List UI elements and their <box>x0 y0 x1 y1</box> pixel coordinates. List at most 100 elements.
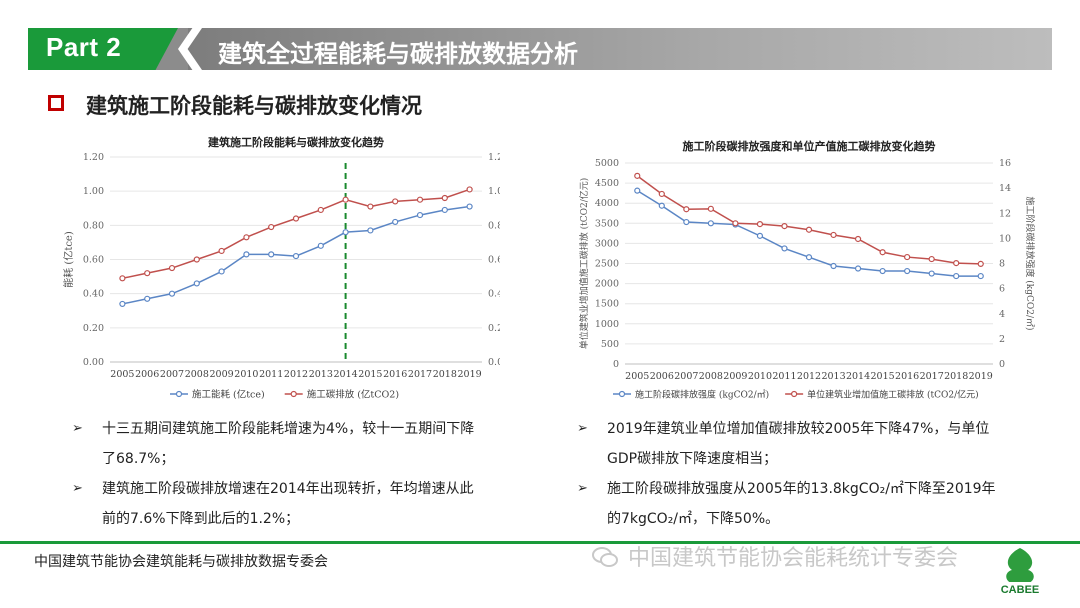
data-point <box>879 249 886 256</box>
x-tick-label: 2018 <box>944 371 968 382</box>
arrow-bullet-icon: ➢ <box>72 421 83 436</box>
data-point <box>119 300 126 308</box>
legend-label: 施工阶段碳排放强度 (kgCO2/㎡) <box>635 389 769 401</box>
bullet-line: 的7kgCO₂/㎡，下降50%。 <box>607 511 780 527</box>
legend-label: 施工能耗 (亿tce) <box>192 389 265 401</box>
y-tick-right: 16 <box>999 158 1011 169</box>
data-point <box>342 196 349 203</box>
legend-marker <box>791 390 798 398</box>
legend-marker <box>175 390 183 398</box>
x-tick-label: 2013 <box>821 371 845 382</box>
data-point <box>144 270 151 277</box>
data-point <box>292 252 300 260</box>
data-point <box>168 264 176 272</box>
logo-text: CABEE <box>1001 584 1040 596</box>
data-point <box>317 206 324 214</box>
x-tick-label: 2011 <box>772 371 796 382</box>
data-point <box>707 205 714 212</box>
x-tick-label: 2007 <box>674 371 698 382</box>
data-point <box>634 187 641 194</box>
data-point <box>781 245 788 252</box>
bullet-line: 了68.7%； <box>102 451 175 467</box>
x-tick-label: 2012 <box>797 371 821 382</box>
data-point <box>193 280 200 287</box>
data-point <box>707 220 714 227</box>
x-tick-label: 2012 <box>284 369 308 380</box>
data-point <box>367 227 374 234</box>
arrow-bullet-icon: ➢ <box>577 481 588 496</box>
bullet-list-left: ➢ 十三五期间建筑施工阶段能耗增速为4%，较十一五期间下降 了68.7%； ➢ … <box>72 414 542 534</box>
data-point <box>683 206 690 213</box>
x-tick-label: 2006 <box>650 371 674 382</box>
y-tick-left: 3500 <box>595 218 619 229</box>
y-tick-right: 0.40 <box>488 289 500 300</box>
x-tick-label: 2015 <box>871 371 895 382</box>
y-tick-left: 5000 <box>595 158 619 169</box>
bullet-line: 建筑施工阶段碳排放增速在2014年出现转折，年均增速从此 <box>102 481 474 497</box>
data-point <box>904 253 911 261</box>
chart-energy-carbon: 建筑施工阶段能耗与碳排放变化趋势 0.00 0.20 0.40 0.60 0.80 1.00… <box>62 135 500 401</box>
chart-carbon-intensity: 施工阶段碳排放强度和单位产值施工碳排放变化趋势 0 500 1000 1500 2000 2… <box>578 139 1036 401</box>
y-tick-left: 2500 <box>595 259 619 270</box>
data-point <box>119 275 126 282</box>
part-label: Part 2 <box>46 32 122 62</box>
data-point <box>805 226 813 233</box>
data-point <box>928 255 935 263</box>
x-tick-label: 2008 <box>699 371 723 382</box>
y-tick-left: 0.00 <box>83 357 104 368</box>
x-tick-label: 2017 <box>920 371 944 382</box>
data-point <box>904 267 911 275</box>
y-tick-right: 1.00 <box>488 186 500 197</box>
data-point <box>805 254 813 261</box>
y-tick-right: 10 <box>999 233 1011 244</box>
bullet-line: 2019年建筑业单位增加值碳排放较2005年下降47%，与单位 <box>607 421 990 437</box>
data-point <box>392 218 399 226</box>
y-tick-left: 1000 <box>595 319 619 330</box>
data-point <box>168 290 176 297</box>
x-tick-label: 2010 <box>748 371 772 382</box>
legend-label: 施工碳排放 (亿tCO2) <box>307 389 399 401</box>
data-point <box>218 268 225 275</box>
bullet-line: GDP碳排放下降速度相当； <box>607 451 778 467</box>
y-tick-left: 1500 <box>595 299 619 310</box>
y-tick-left: 0.40 <box>83 289 104 300</box>
data-point <box>683 218 690 226</box>
x-tick-label: 2015 <box>358 369 382 380</box>
bullet-item: ➢ 2019年建筑业单位增加值碳排放较2005年下降47%，与单位 GDP碳排放… <box>577 414 1057 474</box>
y-tick-left: 0.80 <box>83 220 104 231</box>
data-point <box>367 203 374 210</box>
y-axis-label-right: 施工阶段碳排放强度 (kgCO2/㎡) <box>1024 196 1036 330</box>
y-tick-right: 1.20 <box>488 152 500 163</box>
data-point <box>292 215 300 222</box>
x-tick-label: 2008 <box>185 369 209 380</box>
part-badge <box>28 28 178 70</box>
x-tick-label: 2011 <box>259 369 283 380</box>
data-point <box>243 234 250 241</box>
legend-marker <box>618 390 626 398</box>
data-point <box>416 211 424 219</box>
data-point <box>441 194 448 202</box>
x-tick-label: 2019 <box>969 371 993 382</box>
y-tick-left: 4500 <box>595 178 619 189</box>
data-point <box>756 232 764 239</box>
data-point <box>144 295 151 302</box>
y-tick-right: 0.00 <box>488 357 500 368</box>
x-tick-label: 2019 <box>458 369 482 380</box>
bullet-item: ➢ 施工阶段碳排放强度从2005年的13.8kgCO₂/㎡下降至2019年 的7… <box>577 474 1057 534</box>
y-tick-right: 0.80 <box>488 220 500 231</box>
x-tick-label: 2018 <box>433 369 457 380</box>
y-tick-right: 4 <box>999 309 1005 320</box>
header-banner: Part 2 建筑全过程能耗与碳排放数据分析 <box>28 28 1052 70</box>
x-tick-label: 2005 <box>625 371 649 382</box>
y-tick-left: 3000 <box>595 238 619 249</box>
y-tick-left: 0 <box>613 359 619 370</box>
x-tick-label: 2014 <box>846 371 870 382</box>
cabee-logo: CABEE <box>998 548 1042 596</box>
x-tick-label: 2007 <box>160 369 184 380</box>
data-point <box>193 256 200 263</box>
data-point <box>953 259 960 267</box>
page-title: 建筑全过程能耗与碳排放数据分析 <box>218 40 578 68</box>
x-tick-label: 2009 <box>723 371 747 382</box>
square-bullet-icon <box>48 95 64 111</box>
data-point <box>977 272 984 280</box>
